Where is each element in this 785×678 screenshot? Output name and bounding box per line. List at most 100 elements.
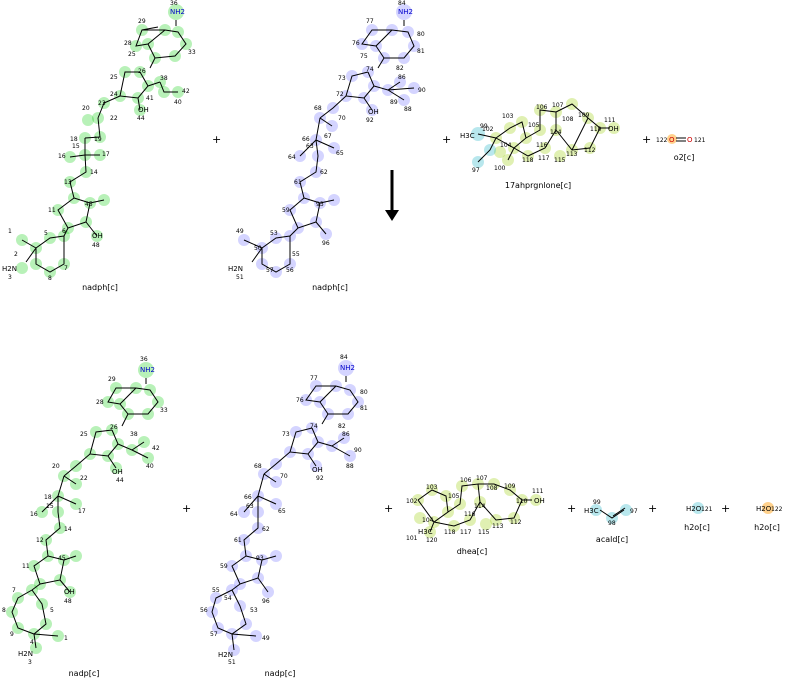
- dhea-num107: 107: [476, 475, 488, 482]
- nadph2-num53: 53: [270, 230, 278, 237]
- nadph2-oh: OH: [368, 108, 379, 116]
- nadph1-num40: 40: [174, 99, 182, 106]
- nadp2-num66: 66: [244, 494, 252, 501]
- dhea-num113: 113: [492, 523, 504, 530]
- nadph1-nh2: NH2: [170, 8, 185, 16]
- nadp1-num4: 4: [30, 639, 34, 646]
- nadph2-num86: 86: [398, 74, 406, 81]
- nadph1-num23: 23: [98, 100, 106, 107]
- o2-num122: 122: [656, 137, 668, 144]
- nadph2-num73: 73: [338, 75, 346, 82]
- ahp-num117: 117: [538, 155, 550, 162]
- molecule-nadp-2: 84 NH2 77 76 80 81 82 73 74 86 90 88 92 …: [200, 354, 368, 678]
- nadph1-num19: 19: [94, 136, 102, 143]
- nadph1-name: nadph[c]: [82, 283, 118, 292]
- nadp2-num88: 88: [346, 463, 354, 470]
- molecule-h2o-2: H2O 122 h2o[c]: [754, 502, 783, 532]
- ahp-num109: 109: [578, 112, 590, 119]
- nadph1-num14: 14: [90, 169, 98, 176]
- dhea-num108: 108: [486, 485, 498, 492]
- nadp1-num5: 5: [50, 607, 54, 614]
- dhea-num104: 104: [422, 517, 434, 524]
- ahp-num114: 114: [550, 129, 562, 136]
- dhea-num103: 103: [426, 484, 438, 491]
- ahp-h3c: H3C: [460, 132, 475, 140]
- nadp1-num18: 18: [44, 494, 52, 501]
- nadph2-num80: 80: [417, 31, 425, 38]
- nadph2-num50: 50: [254, 245, 262, 252]
- nadph1-num42: 42: [182, 88, 190, 95]
- nadp2-num65: 65: [278, 508, 286, 515]
- nadp2-num63: 63: [246, 503, 254, 510]
- ahp-num104: 104: [500, 142, 512, 149]
- dhea-num116: 116: [464, 511, 476, 518]
- nadph1-oh44: OH: [138, 106, 149, 114]
- o2-name: o2[c]: [674, 153, 695, 162]
- nadph1-num24: 24: [110, 91, 118, 98]
- molecule-o2: 122 O O 121 o2[c]: [656, 134, 706, 162]
- nadph1-num26: 26: [138, 68, 146, 75]
- ahp-num97: 97: [472, 167, 480, 174]
- nadp1-h2n: H2N: [18, 650, 33, 658]
- plus-sign-5: +: [384, 502, 393, 515]
- nadp2-num62: 62: [262, 526, 270, 533]
- nadph1-num27: 25: [128, 51, 136, 58]
- nadph2-num51: 51: [236, 274, 244, 281]
- molecule-h2o-1: H2O 121 h2o[c]: [684, 502, 713, 532]
- nadph2-num92: 92: [366, 117, 374, 124]
- nadph1-num5: 5: [44, 230, 48, 237]
- ahp-num115: 115: [554, 157, 566, 164]
- dhea-num105: 105: [448, 493, 460, 500]
- nadp2-num64: 64: [230, 511, 238, 518]
- nadp2-num81: 81: [360, 405, 368, 412]
- nadph2-num70: 70: [338, 115, 346, 122]
- nadp2-num54: 54: [224, 595, 232, 602]
- nadph1-num44: 44: [137, 115, 145, 122]
- ahp-num113: 113: [566, 151, 578, 158]
- nadp1-num38: 38: [130, 431, 138, 438]
- nadp2-num82: 82: [338, 423, 346, 430]
- nadph2-h2n: H2N: [228, 265, 243, 273]
- nadp2-num57: 57: [210, 631, 218, 638]
- acald-name: acald[c]: [596, 535, 628, 544]
- ahp-name: 17ahprgnlone[c]: [505, 181, 571, 190]
- reaction-arrow: [385, 170, 399, 221]
- nadp2-num86: 86: [342, 431, 350, 438]
- o2-o-left: O: [669, 136, 675, 144]
- nadph2-num72: 72: [336, 91, 344, 98]
- nadph2-num59: 59: [282, 207, 290, 214]
- nadp2-num51: 51: [228, 659, 236, 666]
- dhea-name: dhea[c]: [457, 547, 488, 556]
- ahp-num111: 111: [604, 117, 616, 124]
- nadph1-num28: 28: [124, 40, 132, 47]
- nadph1-num1: 1: [8, 228, 12, 235]
- nadp2-num93: 93: [256, 555, 264, 562]
- nadp2-num80: 80: [360, 389, 368, 396]
- nadph2-num77: 77: [366, 18, 374, 25]
- dhea-num112: 112: [510, 519, 522, 526]
- ahp-num108: 108: [562, 116, 574, 123]
- nadp1-num28: 28: [96, 399, 104, 406]
- nadph2-num55: 55: [292, 251, 300, 258]
- nadp1-num11: 11: [22, 563, 30, 570]
- nadph1-h2n: H2N: [2, 265, 17, 273]
- nadp1-num20: 20: [52, 463, 60, 470]
- nadp1-num3: 3: [28, 659, 32, 666]
- nadp2-num59: 59: [220, 563, 228, 570]
- h2o1-num: 121: [701, 506, 713, 513]
- nadph1-num22: 22: [110, 115, 118, 122]
- nadp2-oh: OH: [312, 466, 323, 474]
- molecule-nadph-1: 36 NH2 29 28 25 33 25 26 24 23 38 42 40 …: [2, 0, 196, 292]
- nadp2-num49: 49: [262, 635, 270, 642]
- nadp1-num25: 25: [80, 431, 88, 438]
- h2o1-formula: H2O: [686, 505, 702, 513]
- nadp1-num8: 8: [2, 607, 6, 614]
- plus-sign-8: +: [721, 502, 730, 515]
- nadph2-num82: 82: [396, 65, 404, 72]
- nadp1-num42: 42: [152, 445, 160, 452]
- plus-sign-2: +: [442, 133, 451, 146]
- nadp2-num68: 68: [254, 463, 262, 470]
- nadph1-num38: 38: [160, 75, 168, 82]
- nadp2-num74: 74: [310, 423, 318, 430]
- nadp1-nh2: NH2: [140, 366, 155, 374]
